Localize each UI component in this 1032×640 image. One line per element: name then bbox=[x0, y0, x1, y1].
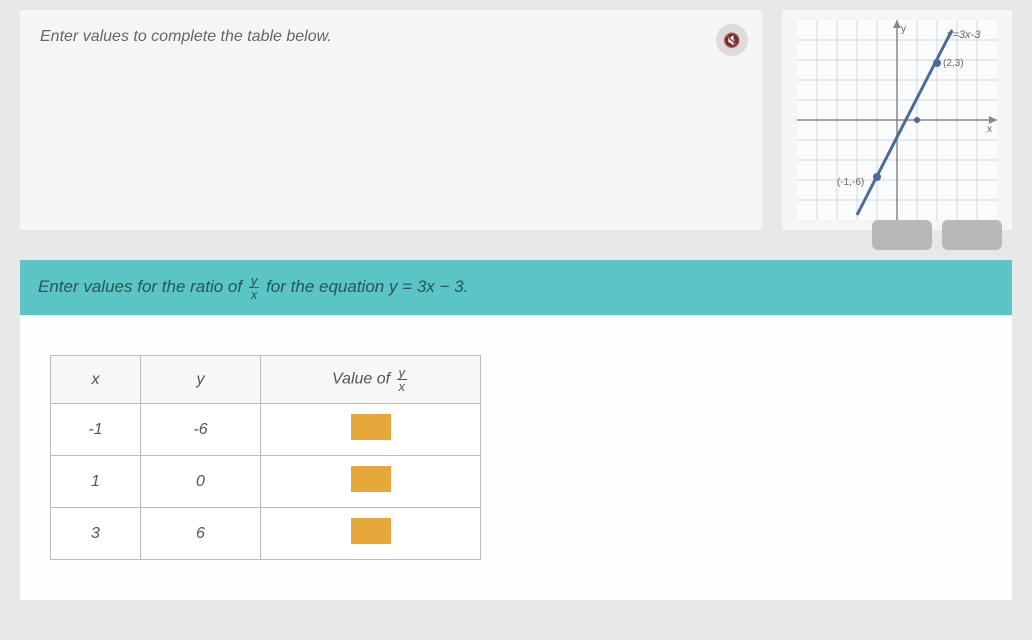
cell-y: -6 bbox=[141, 404, 261, 456]
col-header-y: y bbox=[141, 356, 261, 404]
svg-text:y: y bbox=[901, 24, 906, 35]
next-button[interactable] bbox=[942, 220, 1002, 250]
value-input[interactable] bbox=[351, 518, 391, 544]
table-header-row: x y Value of y x bbox=[51, 356, 481, 404]
col-header-x: x bbox=[51, 356, 141, 404]
col-header-value: Value of y x bbox=[261, 356, 481, 404]
equation-label: y=3x-3 bbox=[946, 29, 981, 41]
point-label-0: (2,3) bbox=[943, 58, 964, 69]
value-input[interactable] bbox=[351, 414, 391, 440]
cell-value bbox=[261, 404, 481, 456]
question-wrapper: Enter values for the ratio of y x for th… bbox=[20, 260, 1012, 315]
question-bar: Enter values for the ratio of y x for th… bbox=[20, 260, 1012, 315]
cell-x: 1 bbox=[51, 456, 141, 508]
ratio-fraction: y x bbox=[249, 274, 260, 301]
top-section: Enter values to complete the table below… bbox=[20, 10, 1012, 230]
value-input[interactable] bbox=[351, 466, 391, 492]
answer-area: x y Value of y x -1 -6 1 0 bbox=[20, 315, 1012, 600]
cell-x: -1 bbox=[51, 404, 141, 456]
cell-value bbox=[261, 508, 481, 560]
question-suffix: for the equation y = 3x − 3. bbox=[266, 277, 468, 296]
table-row: 1 0 bbox=[51, 456, 481, 508]
audio-button[interactable]: 🔇 bbox=[716, 24, 748, 56]
graph-panel: y=3x-3 (2,3) (-1,-6) y x bbox=[782, 10, 1012, 230]
header-fraction: y x bbox=[397, 366, 408, 393]
prev-button[interactable] bbox=[872, 220, 932, 250]
graph-svg: y=3x-3 (2,3) (-1,-6) y x bbox=[797, 20, 997, 220]
cell-value bbox=[261, 456, 481, 508]
ratio-table: x y Value of y x -1 -6 1 0 bbox=[50, 355, 481, 560]
instruction-panel: Enter values to complete the table below… bbox=[20, 10, 762, 230]
table-row: 3 6 bbox=[51, 508, 481, 560]
nav-buttons bbox=[872, 220, 1002, 250]
cell-y: 0 bbox=[141, 456, 261, 508]
cell-y: 6 bbox=[141, 508, 261, 560]
cell-x: 3 bbox=[51, 508, 141, 560]
svg-text:x: x bbox=[987, 124, 992, 135]
point-label-2: (-1,-6) bbox=[837, 177, 864, 188]
audio-icon: 🔇 bbox=[723, 32, 740, 49]
question-prefix: Enter values for the ratio of bbox=[38, 277, 247, 296]
table-row: -1 -6 bbox=[51, 404, 481, 456]
instruction-text: Enter values to complete the table below… bbox=[40, 28, 742, 46]
